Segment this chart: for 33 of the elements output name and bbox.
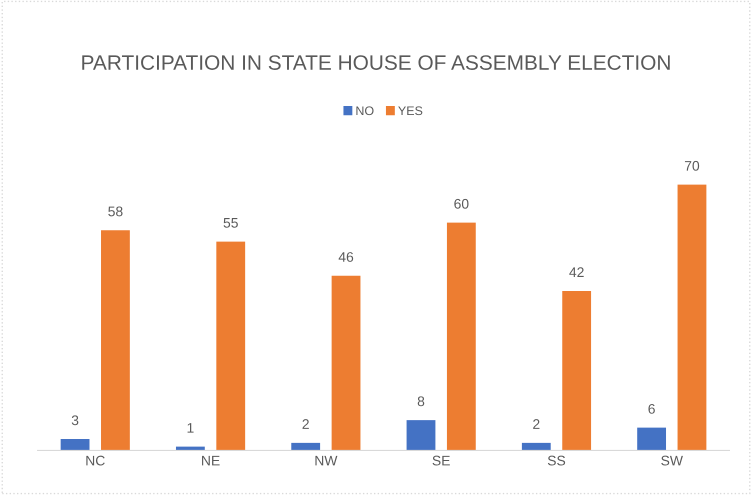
- x-tick-label: SS: [548, 456, 566, 466]
- x-tick-label: SE: [432, 456, 450, 466]
- bar: [101, 230, 130, 450]
- data-label: 55: [224, 218, 238, 228]
- bar: [406, 420, 436, 450]
- bar: [446, 222, 476, 450]
- data-label: 42: [569, 267, 584, 277]
- data-label: 46: [338, 252, 354, 262]
- data-label: 1: [188, 423, 194, 433]
- x-tick-label: SW: [661, 456, 683, 466]
- bar: [60, 439, 90, 450]
- x-tick-label: NE: [202, 456, 220, 466]
- legend-label: YES: [398, 106, 422, 116]
- data-label: 70: [684, 160, 700, 171]
- bar: [332, 276, 360, 450]
- data-label: 2: [533, 419, 540, 429]
- bar: [176, 446, 205, 450]
- bar: [291, 442, 320, 450]
- data-label: 6: [648, 404, 655, 414]
- chart-title: PARTICIPATION IN STATE HOUSE OF ASSEMBLY ELECTION: [82, 55, 670, 70]
- data-label: 60: [454, 198, 469, 209]
- bar: [522, 442, 551, 450]
- legend-label: NO: [356, 106, 374, 116]
- bar: [216, 242, 246, 450]
- data-label: 8: [418, 396, 424, 406]
- data-label: 3: [72, 415, 78, 426]
- data-label: 58: [108, 206, 123, 216]
- data-label: 2: [302, 419, 309, 429]
- bar: [678, 184, 706, 450]
- bar: [637, 428, 666, 450]
- x-tick-label: NW: [315, 456, 338, 466]
- bar: [562, 290, 592, 450]
- x-tick-label: NC: [86, 456, 105, 466]
